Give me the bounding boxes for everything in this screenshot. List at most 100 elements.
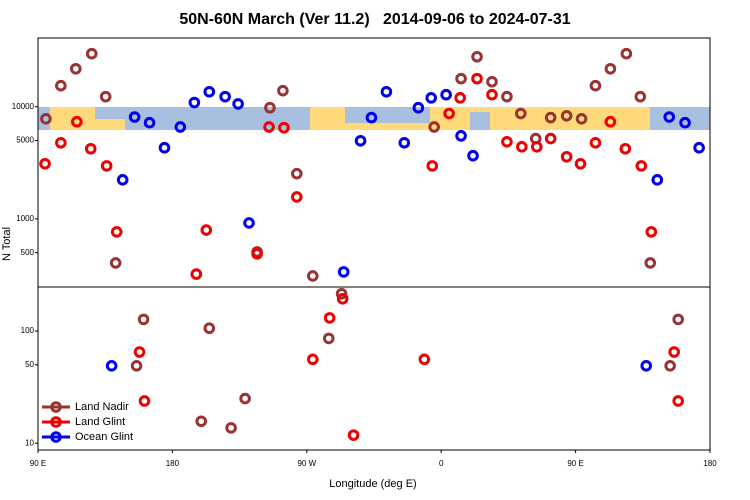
point (174, 121, 187, 133)
point (239, 392, 251, 405)
point (471, 72, 483, 85)
chart-title: 50N-60N March (Ver 11.2) 2014-09-06 to 2… (179, 11, 570, 28)
point (264, 101, 276, 114)
point (337, 266, 350, 278)
point (188, 96, 201, 109)
y-tick-label: 50 (25, 360, 34, 369)
point (336, 292, 349, 305)
point (486, 88, 498, 101)
x-tick-label: 90 W (297, 459, 316, 468)
point (190, 268, 203, 280)
point (619, 142, 632, 155)
point (143, 116, 156, 129)
point (589, 136, 602, 149)
y-axis-label: N Total (1, 227, 13, 261)
point (668, 346, 680, 358)
point (219, 90, 231, 103)
point (672, 313, 684, 326)
point (575, 113, 588, 125)
point (645, 226, 658, 238)
point (398, 136, 411, 149)
point (130, 360, 143, 372)
point (455, 72, 467, 85)
point (40, 113, 52, 125)
point (158, 141, 171, 154)
point (335, 287, 348, 300)
plot-frame (37, 37, 711, 451)
point (137, 313, 150, 326)
point (428, 121, 440, 133)
legend-marker (50, 401, 62, 413)
point (225, 422, 237, 434)
point (544, 111, 557, 124)
point (128, 111, 141, 123)
point (322, 332, 335, 345)
point (71, 115, 83, 128)
point (663, 111, 676, 123)
point (110, 226, 123, 238)
x-tick-label: 180 (166, 459, 180, 468)
point (85, 47, 98, 60)
point (651, 174, 664, 186)
point (39, 157, 51, 170)
legend-marker (50, 431, 62, 443)
point (560, 110, 573, 122)
point (644, 257, 657, 269)
point (560, 150, 573, 163)
point (467, 149, 479, 162)
point (354, 134, 367, 147)
point (133, 346, 146, 358)
point (672, 395, 684, 407)
point (116, 174, 129, 186)
legend-label: Land Nadir (75, 401, 129, 413)
point (138, 395, 151, 407)
point (418, 353, 431, 366)
point (516, 141, 528, 153)
legend-marker (50, 416, 62, 428)
point (232, 98, 244, 110)
point (425, 92, 437, 104)
point (251, 248, 263, 260)
point (640, 360, 653, 372)
y-tick-label: 10000 (12, 102, 35, 111)
point (105, 360, 118, 372)
point (203, 322, 216, 335)
point (574, 157, 587, 170)
point (203, 85, 216, 98)
point (243, 217, 255, 229)
point (454, 92, 466, 104)
point (455, 130, 467, 142)
point (347, 429, 360, 441)
point (306, 353, 319, 366)
point (195, 415, 208, 428)
point (440, 88, 452, 101)
y-tick-label: 100 (21, 326, 35, 335)
point (679, 116, 691, 129)
point (604, 115, 617, 128)
point (693, 141, 705, 154)
point (69, 62, 82, 75)
point (486, 75, 498, 88)
point (530, 141, 543, 153)
x-tick-label: 180 (703, 459, 717, 468)
point (323, 312, 336, 324)
point (99, 90, 112, 103)
point (514, 107, 527, 120)
point (84, 142, 97, 155)
point (589, 79, 602, 92)
point (109, 257, 122, 269)
point (426, 160, 439, 172)
y-tick-label: 1000 (16, 214, 34, 223)
point (501, 90, 513, 103)
point (290, 191, 303, 203)
legend-label: Land Glint (75, 416, 125, 428)
x-tick-label: 0 (439, 459, 444, 468)
x-tick-label: 90 E (567, 459, 583, 468)
point (501, 135, 513, 148)
point (412, 101, 425, 114)
point (635, 160, 648, 172)
point (443, 107, 455, 120)
legend-label: Ocean Glint (75, 431, 133, 443)
point (55, 79, 67, 92)
